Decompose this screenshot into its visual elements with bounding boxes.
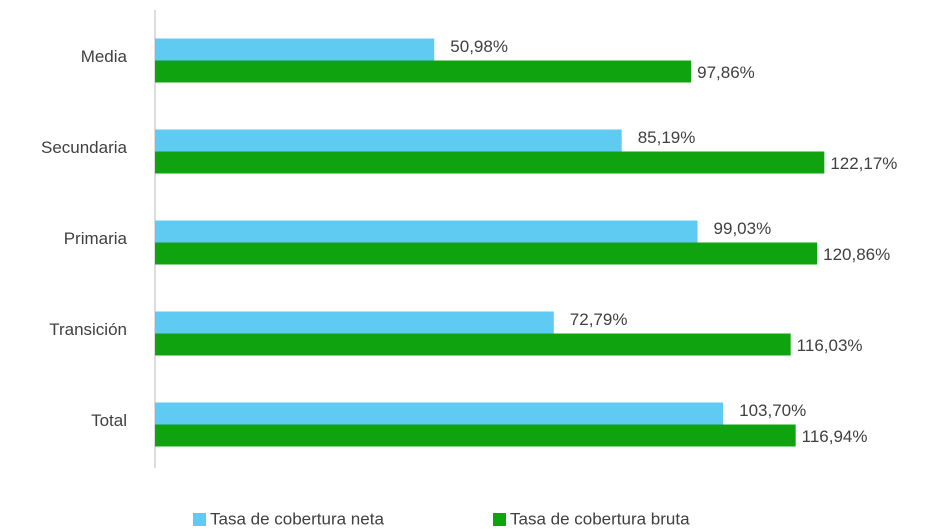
bar	[155, 242, 818, 265]
data-label: 85,19%	[638, 128, 696, 147]
bar	[155, 151, 825, 174]
data-label: 103,70%	[739, 401, 806, 420]
y-tick-label: Total	[91, 411, 127, 430]
data-label: 116,94%	[802, 427, 868, 446]
y-tick-label: Media	[81, 47, 128, 66]
bar	[155, 38, 435, 61]
bar	[155, 311, 554, 334]
data-label: 99,03%	[714, 219, 772, 238]
data-label: 72,79%	[570, 310, 628, 329]
data-label: 50,98%	[450, 37, 508, 56]
data-label: 122,17%	[830, 154, 897, 173]
bar	[155, 220, 698, 243]
legend-swatch	[493, 513, 506, 526]
data-label: 97,86%	[697, 63, 755, 82]
bar	[155, 60, 692, 83]
data-label: 120,86%	[823, 245, 890, 264]
legend-swatch	[193, 513, 206, 526]
data-label: 116,03%	[797, 336, 863, 355]
bar	[155, 333, 791, 356]
y-tick-label: Primaria	[64, 229, 128, 248]
y-tick-label: Secundaria	[41, 138, 128, 157]
bar	[155, 402, 724, 425]
bar	[155, 424, 796, 447]
bar	[155, 129, 622, 152]
legend-label: Tasa de cobertura bruta	[510, 509, 690, 528]
legend-label: Tasa de cobertura neta	[210, 509, 384, 528]
y-tick-label: Transición	[49, 320, 127, 339]
